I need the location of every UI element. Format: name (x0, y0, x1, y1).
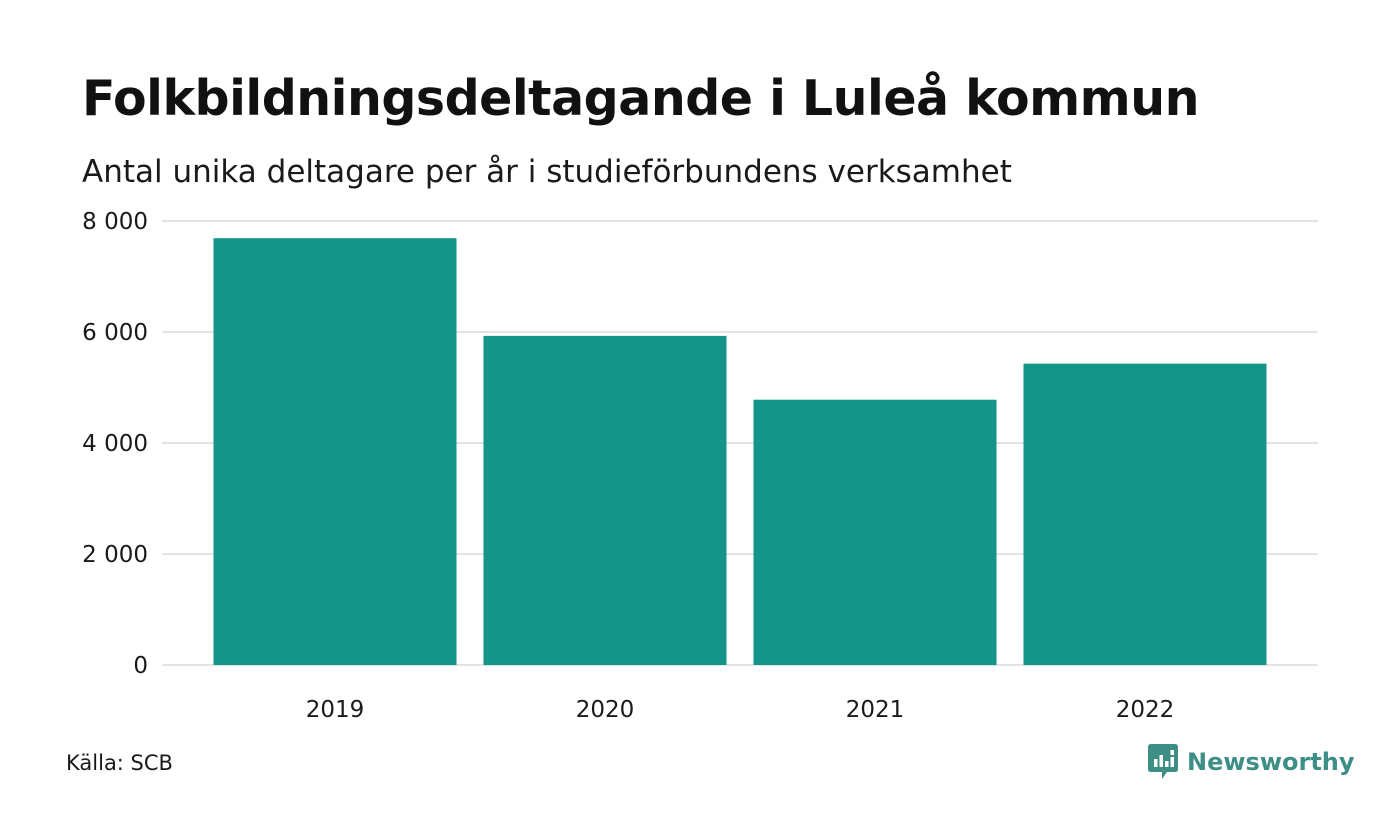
newsworthy-logo[interactable]: Newsworthy (1148, 744, 1355, 780)
bars (213, 238, 1267, 665)
chart-subtitle: Antal unika deltagare per år i studieför… (82, 154, 1012, 190)
y-tick-label: 6 000 (82, 320, 148, 346)
brand-name: Newsworthy (1187, 748, 1355, 776)
y-tick-label: 2 000 (82, 542, 148, 568)
bar-2019 (213, 238, 457, 665)
bar-2020 (483, 335, 727, 665)
chart-title: Folkbildningsdeltagande i Luleå kommun (82, 70, 1200, 127)
bar-2021 (753, 399, 997, 665)
y-tick-labels: 0 2 000 4 000 6 000 8 000 (82, 209, 148, 679)
newsworthy-chart-bubble-icon (1148, 744, 1178, 779)
x-tick-label: 2021 (846, 697, 905, 723)
source-note: Källa: SCB (66, 751, 173, 775)
y-tick-label: 4 000 (82, 431, 148, 457)
y-tick-label: 8 000 (82, 209, 148, 235)
x-tick-labels: 2019 2020 2021 2022 (306, 697, 1175, 723)
x-tick-label: 2022 (1116, 697, 1175, 723)
bar-2022 (1023, 363, 1267, 665)
y-tick-label: 0 (133, 653, 148, 679)
x-tick-label: 2019 (306, 697, 365, 723)
x-tick-label: 2020 (576, 697, 635, 723)
